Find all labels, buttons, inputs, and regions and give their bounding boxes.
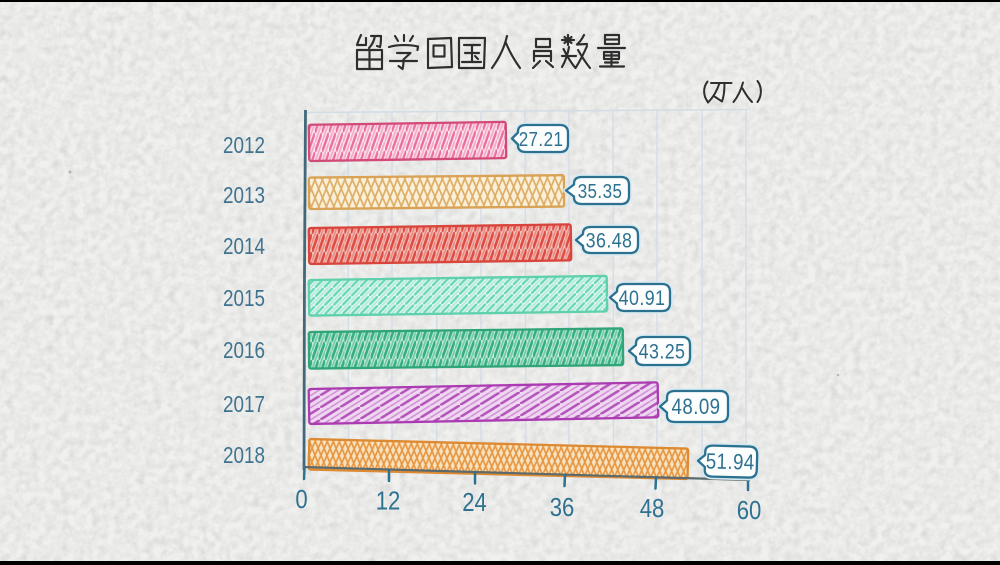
svg-text:2018: 2018 [223, 443, 265, 468]
svg-text:0: 0 [295, 485, 307, 514]
svg-text:2015: 2015 [223, 286, 265, 311]
svg-text:48.09: 48.09 [672, 396, 721, 420]
svg-text:43.25: 43.25 [639, 340, 686, 364]
svg-text:2016: 2016 [223, 338, 265, 363]
svg-text:36.48: 36.48 [586, 229, 633, 253]
svg-text:35.35: 35.35 [578, 180, 623, 203]
svg-text:2017: 2017 [223, 392, 265, 417]
svg-text:24: 24 [462, 488, 487, 517]
svg-text:27.21: 27.21 [519, 128, 564, 151]
svg-text:51.94: 51.94 [705, 450, 755, 475]
svg-text:60: 60 [737, 496, 762, 525]
svg-text:2014: 2014 [223, 234, 265, 259]
svg-text:2012: 2012 [223, 133, 265, 158]
svg-text:12: 12 [376, 487, 401, 516]
svg-text:36: 36 [550, 493, 575, 522]
svg-text:2013: 2013 [223, 183, 265, 208]
svg-text:48: 48 [640, 494, 665, 523]
svg-text:40.91: 40.91 [619, 287, 666, 311]
